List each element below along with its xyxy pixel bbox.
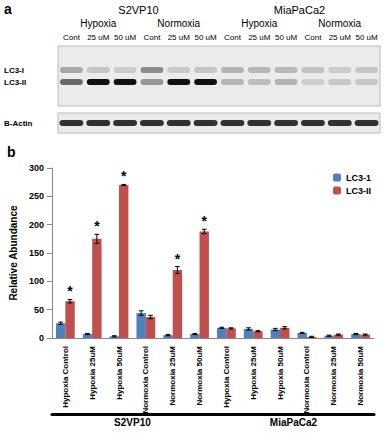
svg-text:LC3-II: LC3-II	[4, 78, 26, 87]
svg-text:25 uM: 25 uM	[168, 33, 191, 42]
svg-text:*: *	[94, 218, 100, 234]
svg-text:Hypoxia: Hypoxia	[80, 18, 117, 29]
svg-text:200: 200	[29, 220, 44, 230]
svg-text:Cont: Cont	[143, 33, 161, 42]
svg-text:Hypoxia 25uM: Hypoxia 25uM	[249, 346, 258, 400]
svg-text:*: *	[121, 168, 127, 184]
svg-text:0: 0	[39, 333, 44, 343]
svg-text:Normoxia: Normoxia	[318, 18, 361, 29]
svg-text:150: 150	[29, 248, 44, 258]
svg-text:b: b	[7, 144, 16, 160]
svg-text:Cont: Cont	[63, 33, 81, 42]
svg-text:S2VP10: S2VP10	[114, 417, 151, 428]
svg-text:*: *	[67, 283, 73, 299]
svg-text:50 uM: 50 uM	[194, 33, 217, 42]
svg-text:LC3-1: LC3-1	[346, 173, 371, 183]
svg-text:25 uM: 25 uM	[248, 33, 271, 42]
svg-text:250: 250	[29, 191, 44, 201]
svg-text:50: 50	[34, 305, 44, 315]
svg-text:Hypoxia 50uM: Hypoxia 50uM	[115, 346, 124, 400]
svg-text:100: 100	[29, 276, 44, 286]
svg-text:Normoxia Control: Normoxia Control	[302, 346, 311, 414]
svg-text:Normoxia 50uM: Normoxia 50uM	[356, 346, 365, 406]
svg-text:50 uM: 50 uM	[355, 33, 378, 42]
svg-text:MiaPaCa2: MiaPaCa2	[270, 417, 318, 428]
svg-text:Hypoxia 50uM: Hypoxia 50uM	[276, 346, 285, 400]
svg-text:Hypoxia Control: Hypoxia Control	[61, 346, 70, 408]
svg-text:Relative Abundance: Relative Abundance	[8, 205, 19, 301]
svg-text:25 uM: 25 uM	[329, 33, 352, 42]
svg-text:50 uM: 50 uM	[275, 33, 298, 42]
svg-text:300: 300	[29, 163, 44, 173]
svg-text:LC3-I: LC3-I	[4, 66, 24, 75]
svg-text:S2VP10: S2VP10	[118, 4, 158, 16]
svg-text:LC3-II: LC3-II	[346, 186, 371, 196]
svg-text:B-Actin: B-Actin	[4, 119, 33, 128]
svg-text:Cont: Cont	[304, 33, 322, 42]
svg-text:50 uM: 50 uM	[114, 33, 137, 42]
svg-text:Cont: Cont	[224, 33, 242, 42]
svg-text:a: a	[4, 1, 12, 17]
svg-text:*: *	[202, 213, 208, 229]
svg-text:Normoxia 25uM: Normoxia 25uM	[168, 346, 177, 406]
svg-text:Normoxia 50uM: Normoxia 50uM	[195, 346, 204, 406]
svg-text:MiaPaCa2: MiaPaCa2	[274, 4, 325, 16]
svg-text:25 uM: 25 uM	[87, 33, 110, 42]
svg-text:Normoxia: Normoxia	[157, 18, 200, 29]
svg-text:Normoxia 25uM: Normoxia 25uM	[329, 346, 338, 406]
svg-text:Hypoxia: Hypoxia	[241, 18, 278, 29]
svg-text:Hypoxia 25uM: Hypoxia 25uM	[88, 346, 97, 400]
svg-text:Normoxia Control: Normoxia Control	[141, 346, 150, 414]
svg-text:*: *	[175, 251, 181, 267]
svg-text:Hypoxia Control: Hypoxia Control	[222, 346, 231, 408]
